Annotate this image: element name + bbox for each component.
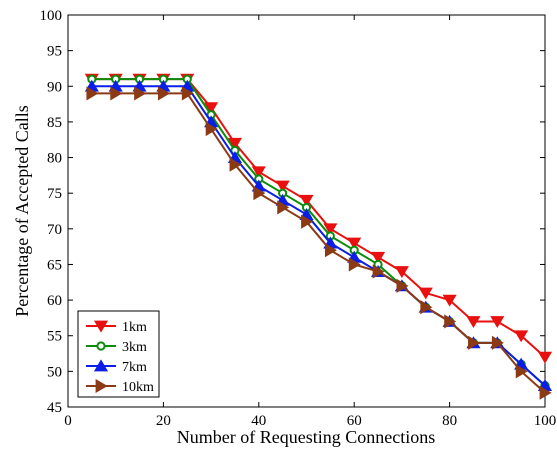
legend-item: 3km (86, 340, 147, 355)
data-point (394, 266, 409, 279)
data-point (515, 364, 528, 379)
x-tick-label: 20 (156, 413, 171, 429)
legend-item: 10km (86, 378, 154, 395)
data-point (86, 86, 99, 101)
y-tick-label: 55 (47, 329, 62, 345)
x-tick-label: 60 (347, 413, 362, 429)
data-point (444, 314, 457, 329)
axis-ticks (67, 14, 546, 408)
legend-item: 1km (86, 320, 147, 335)
x-tick-label: 40 (251, 413, 266, 429)
x-axis-title: Number of Requesting Connections (177, 427, 435, 447)
data-point (514, 330, 529, 343)
data-point (251, 166, 266, 179)
y-tick-label: 50 (47, 364, 62, 380)
data-point (348, 257, 361, 272)
y-axis-title: Percentage of Accepted Calls (12, 105, 32, 316)
data-point (93, 359, 109, 372)
data-point (537, 351, 553, 364)
y-tick-label: 65 (47, 257, 62, 273)
data-point (275, 180, 290, 193)
x-tick-label: 100 (534, 413, 557, 429)
y-tick-label: 70 (47, 222, 62, 238)
legend-label: 1km (122, 320, 147, 335)
data-point (347, 237, 362, 250)
data-point (372, 264, 385, 279)
data-point (539, 385, 552, 400)
data-point (96, 341, 106, 351)
y-tick-label: 80 (47, 151, 62, 167)
data-point (420, 300, 433, 315)
y-tick-label: 75 (47, 186, 62, 202)
data-point (468, 335, 481, 350)
y-tick-label: 45 (47, 400, 62, 416)
data-point (371, 251, 386, 264)
data-point (110, 86, 123, 101)
y-tick-label: 95 (47, 44, 62, 60)
x-tick-label: 0 (64, 413, 72, 429)
data-point (95, 378, 108, 394)
data-point (205, 121, 218, 137)
data-point (466, 316, 481, 329)
series-10km (86, 86, 552, 400)
data-point (93, 320, 109, 333)
y-tick-label: 90 (47, 79, 62, 95)
data-point (204, 102, 219, 115)
data-point (490, 316, 505, 329)
data-point (181, 86, 194, 101)
legend-label: 7km (122, 360, 147, 375)
tick-labels: 0 20 40 60 80 100 45 50 55 60 65 70 75 80 85 90 95 100 (40, 8, 557, 429)
data-point (134, 86, 147, 101)
data-point (324, 243, 337, 258)
y-tick-label: 100 (40, 8, 63, 24)
series-layer (84, 73, 553, 400)
data-point (418, 287, 433, 300)
legend-label: 3km (122, 340, 147, 355)
legend-label: 10km (122, 380, 154, 395)
data-point (396, 278, 409, 293)
data-point (301, 214, 314, 229)
data-point (227, 137, 242, 150)
x-tick-label: 80 (442, 413, 457, 429)
data-point (253, 186, 266, 201)
legend-item: 7km (86, 359, 147, 375)
data-point (491, 335, 504, 350)
data-point (299, 194, 314, 207)
y-tick-label: 60 (47, 293, 62, 309)
legend: 1km 3km 7km 10km (77, 310, 160, 398)
data-point (158, 86, 170, 101)
y-tick-label: 85 (47, 115, 62, 131)
data-point (323, 223, 338, 236)
data-point (442, 294, 457, 307)
data-point (229, 157, 242, 172)
data-point (277, 200, 290, 215)
